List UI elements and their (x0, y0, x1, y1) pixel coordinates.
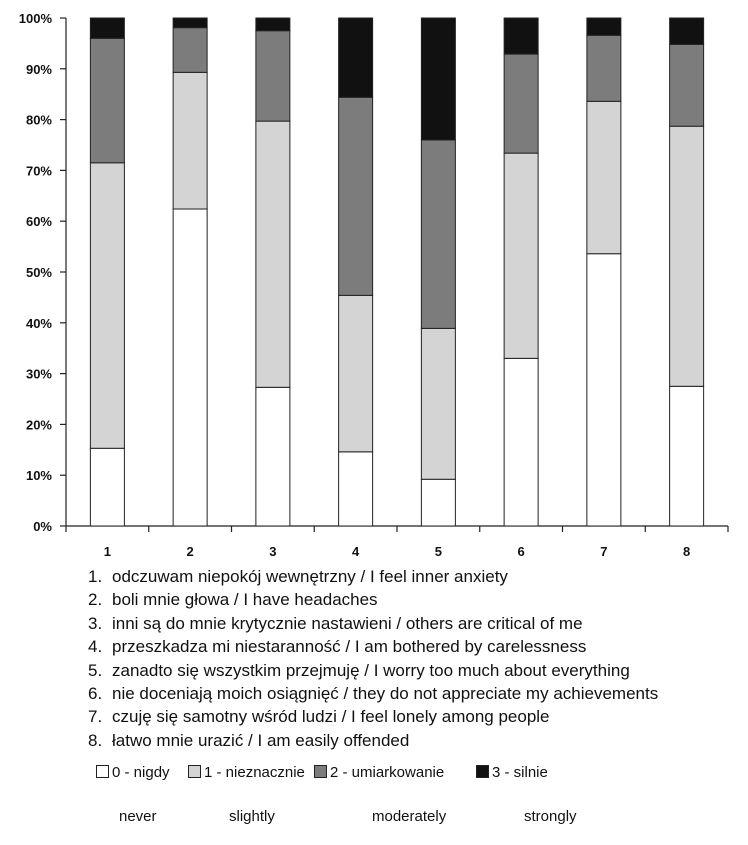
bar-segment-4-level-3 (338, 17, 374, 98)
description-number: 7. (88, 707, 103, 727)
x-tick-label: 2 (187, 544, 194, 559)
description-number: 4. (88, 637, 103, 657)
x-tick-label: 7 (600, 544, 607, 559)
y-tick-label: 100% (19, 11, 53, 26)
y-tick-label: 10% (26, 468, 52, 483)
bar-segment-5-level-3 (420, 17, 456, 141)
legend-item: 3 - silnie (476, 764, 548, 781)
x-tick-label: 4 (352, 544, 360, 559)
description-number: 1. (88, 567, 103, 586)
legend-english-label: strongly (524, 808, 577, 825)
bar-segment-5-level-0 (420, 478, 456, 527)
description-text: inni są do mnie krytycznie nastawieni / … (112, 613, 583, 633)
x-tick-label: 6 (518, 544, 525, 559)
y-tick-label: 70% (26, 163, 52, 178)
y-tick-label: 30% (26, 367, 52, 382)
description-text: zanadto się wszystkim przejmuję / I worr… (112, 660, 630, 680)
legend-label: 0 - nigdy (112, 764, 170, 781)
description-item: 3. inni są do mnie krytycznie nastawieni … (88, 612, 658, 635)
description-text: odczuwam niepokój wewnętrzny / I feel in… (112, 567, 508, 586)
description-item: 6. nie doceniają moich osiągnięć / they d… (88, 682, 658, 705)
legend-english-label: moderately (372, 808, 447, 825)
description-text: czuję się samotny wśród ludzi / I feel l… (112, 707, 550, 727)
description-item: 2. boli mnie głowa / I have headaches (88, 588, 658, 611)
bar-segment-5-level-1 (420, 327, 456, 480)
description-item: 8. łatwo mnie urazić / I am easily offend… (88, 729, 658, 752)
legend-english-label: slightly (229, 808, 275, 825)
legend: 0 - nigdy never 1 - nieznacznie slightly 2 -… (96, 764, 696, 844)
description-number: 6. (88, 684, 103, 704)
y-tick-label: 20% (26, 417, 52, 432)
bar-segment-2-level-2 (172, 27, 208, 73)
legend-item: 2 - umiarkowanie (314, 764, 444, 781)
legend-label: 2 - umiarkowanie (330, 764, 445, 781)
bar-segment-4-level-1 (338, 294, 374, 453)
y-tick-label: 80% (26, 113, 52, 128)
y-tick-label: 0% (33, 519, 52, 534)
description-item: 5. zanadto się wszystkim przejmuję / I wo… (88, 659, 658, 682)
item-description-list: 1. odczuwam niepokój wewnętrzny / I feel … (88, 565, 658, 752)
bar-segment-7-level-0 (586, 253, 622, 527)
bar-segment-6-level-0 (503, 357, 539, 527)
y-tick-label: 40% (26, 316, 52, 331)
bar-segment-8-level-3 (669, 17, 705, 45)
bar-segment-1-level-1 (89, 162, 125, 449)
bar-segment-8-level-2 (669, 43, 705, 127)
bar-segment-2-level-0 (172, 208, 208, 527)
description-number: 5. (88, 660, 103, 680)
x-tick-label: 1 (104, 544, 111, 559)
bar-segment-2-level-1 (172, 71, 208, 210)
bar-segment-6-level-1 (503, 152, 539, 359)
bar-segment-5-level-2 (420, 139, 456, 329)
stacked-bar-chart: 0% 10% 20% 30% 40% 50% 60% 70% 80% 90% 100% 1 2 3 4 5 6 7… (19, 11, 729, 559)
bar-segment-4-level-0 (338, 451, 374, 527)
legend-swatch (314, 765, 327, 778)
legend-swatch (188, 765, 201, 778)
y-tick-label: 50% (26, 265, 52, 280)
description-text: boli mnie głowa / I have headaches (112, 590, 378, 610)
bar-segment-1-level-3 (89, 17, 125, 39)
description-text: łatwo mnie urazić / I am easily offended (112, 730, 410, 750)
legend-swatch (96, 765, 109, 778)
x-tick-label: 3 (269, 544, 276, 559)
bar-segment-7-level-2 (586, 34, 622, 102)
description-item: 4. przeszkadza mi niestaranność / I am bo… (88, 635, 658, 658)
legend-label: 1 - nieznacznie (204, 764, 305, 781)
description-item: 7. czuję się samotny wśród ludzi / I feel… (88, 705, 658, 728)
x-tick-label: 8 (683, 544, 690, 559)
description-number: 2. (88, 590, 103, 610)
bar-segment-3-level-0 (255, 386, 291, 527)
description-number: 3. (88, 613, 103, 633)
bar-segment-3-level-1 (255, 120, 291, 388)
legend-swatch (476, 765, 489, 778)
description-text: nie doceniają moich osiągnięć / they do … (112, 684, 659, 704)
bar-segment-1-level-2 (89, 37, 125, 164)
bar-segment-6-level-2 (503, 53, 539, 154)
bar-segment-7-level-3 (586, 17, 622, 36)
bar-segment-8-level-0 (669, 385, 705, 527)
description-number: 8. (88, 730, 103, 750)
legend-item: 0 - nigdy (96, 764, 170, 781)
y-tick-label: 60% (26, 214, 52, 229)
bar-segment-8-level-1 (669, 125, 705, 387)
bar-segment-2-level-3 (172, 17, 208, 29)
legend-english-label: never (119, 808, 157, 825)
legend-item: 1 - nieznacznie (188, 764, 305, 781)
y-tick-label: 90% (26, 62, 52, 77)
bar-segment-6-level-3 (503, 17, 539, 55)
bar-segment-1-level-0 (89, 447, 125, 527)
x-tick-label: 5 (435, 544, 442, 559)
bar-segment-3-level-3 (255, 17, 291, 32)
legend-label: 3 - silnie (492, 764, 548, 781)
description-item: 1. odczuwam niepokój wewnętrzny / I feel … (88, 565, 658, 588)
bar-segment-4-level-2 (338, 96, 374, 296)
description-text: przeszkadza mi niestaranność / I am both… (112, 637, 587, 657)
bar-segment-7-level-1 (586, 100, 622, 255)
bar-segment-3-level-2 (255, 30, 291, 122)
